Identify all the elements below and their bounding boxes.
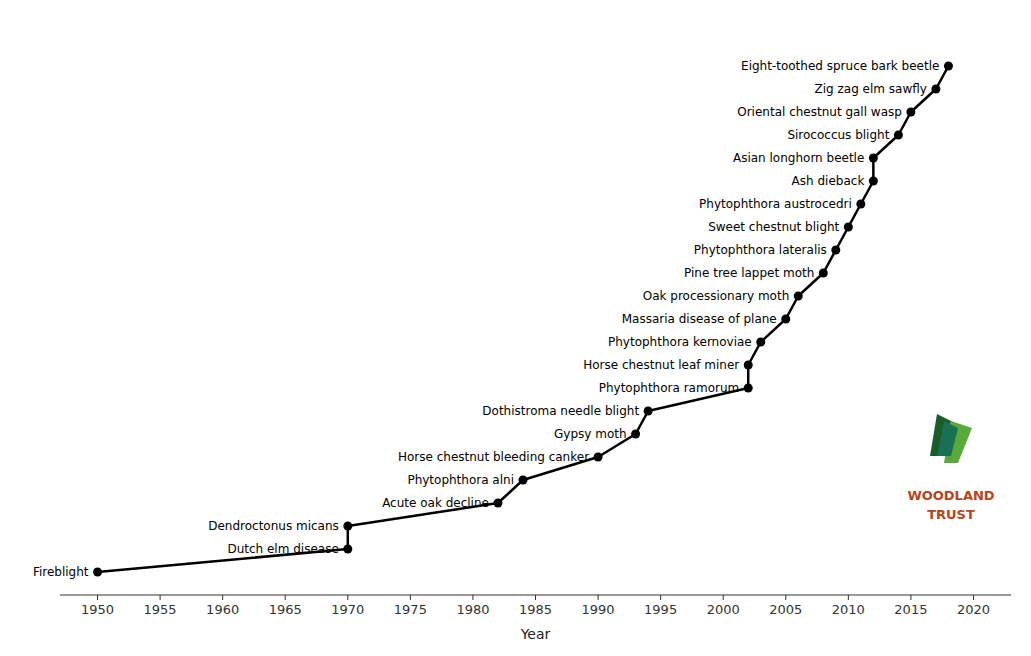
point-label: Fireblight (33, 565, 89, 579)
x-tick (723, 595, 724, 600)
point (869, 154, 878, 163)
annotation-line: WOODLAND (907, 488, 994, 503)
point-label: Sirococcus blight (787, 128, 889, 142)
x-tick (848, 595, 849, 600)
point (869, 177, 878, 186)
point-label: Eight-toothed spruce bark beetle (741, 59, 939, 73)
point (343, 522, 352, 531)
point-label: Dutch elm disease (227, 542, 338, 556)
x-tick (910, 595, 911, 600)
x-tick-label: 2005 (769, 602, 802, 617)
point-label: Acute oak decline (382, 496, 489, 510)
x-tick (785, 595, 786, 600)
point (93, 568, 102, 577)
x-tick (160, 595, 161, 600)
x-tick-label: 1985 (519, 602, 552, 617)
point (744, 384, 753, 393)
point (819, 269, 828, 278)
point-label: Massaria disease of plane (622, 312, 777, 326)
point-label: Phytophthora austrocedri (699, 197, 852, 211)
x-tick-label: 2015 (894, 602, 927, 617)
point-label: Gypsy moth (554, 427, 627, 441)
x-tick (660, 595, 661, 600)
x-tick (598, 595, 599, 600)
point-label: Oak processionary moth (643, 289, 790, 303)
point (343, 545, 352, 554)
point-label: Phytophthora kernoviae (608, 335, 752, 349)
x-tick-label: 1965 (269, 602, 302, 617)
x-tick-label: 1955 (144, 602, 177, 617)
x-tick-label: 1980 (456, 602, 489, 617)
x-tick (222, 595, 223, 600)
point-label: Oriental chestnut gall wasp (737, 105, 902, 119)
point (644, 407, 653, 416)
x-tick (410, 595, 411, 600)
point-label: Phytophthora ramorum (599, 381, 740, 395)
logo (930, 414, 972, 463)
point-label: Phytophthora lateralis (694, 243, 827, 257)
x-tick-label: 2000 (707, 602, 740, 617)
point-label: Ash dieback (792, 174, 865, 188)
point (856, 200, 865, 209)
x-tick-label: 1990 (582, 602, 615, 617)
point-label: Pine tree lappet moth (684, 266, 814, 280)
point-label: Phytophthora alni (407, 473, 514, 487)
x-tick-label: 2010 (832, 602, 865, 617)
point (518, 476, 527, 485)
x-tick (535, 595, 536, 600)
point (493, 499, 502, 508)
x-axis-label: Year (520, 626, 551, 642)
point (831, 246, 840, 255)
point (931, 85, 940, 94)
point (744, 361, 753, 370)
point (944, 62, 953, 71)
point (906, 108, 915, 117)
line (98, 66, 949, 572)
point (756, 338, 765, 347)
point (794, 292, 803, 301)
x-tick-label: 1950 (81, 602, 114, 617)
chart: 1950 1955 1960 1965 1970 1975 1980 1985 1990 1995… (0, 0, 1031, 656)
point-label: Dendroctonus micans (208, 519, 339, 533)
point (781, 315, 790, 324)
x-tick (285, 595, 286, 600)
x-tick (472, 595, 473, 600)
point (894, 131, 903, 140)
logo-leaf (937, 421, 958, 456)
point-label: Asian longhorn beetle (733, 151, 864, 165)
point-labels: Fireblight Dutch elm disease Dendroctonus … (33, 59, 940, 579)
point (844, 223, 853, 232)
point (631, 430, 640, 439)
x-tick-label: 1995 (644, 602, 677, 617)
annotation: WOODLAND TRUST (907, 488, 994, 522)
x-tick (973, 595, 974, 600)
x-tick (347, 595, 348, 600)
point-label: Horse chestnut leaf miner (583, 358, 739, 372)
x-tick-label: 1970 (331, 602, 364, 617)
annotation-line: TRUST (927, 507, 975, 522)
point-label: Sweet chestnut blight (708, 220, 839, 234)
point (594, 453, 603, 462)
point-label: Zig zag elm sawfly (815, 82, 927, 96)
x-tick-label: 1975 (394, 602, 427, 617)
point-label: Dothistroma needle blight (482, 404, 639, 418)
point-label: Horse chestnut bleeding canker (398, 450, 589, 464)
x-tick (97, 595, 98, 600)
x-tick-label: 2020 (957, 602, 990, 617)
x-axis: 1950 1955 1960 1965 1970 1975 1980 1985 1990 1995… (60, 595, 1011, 617)
plot-area (93, 62, 953, 577)
x-tick-label: 1960 (206, 602, 239, 617)
